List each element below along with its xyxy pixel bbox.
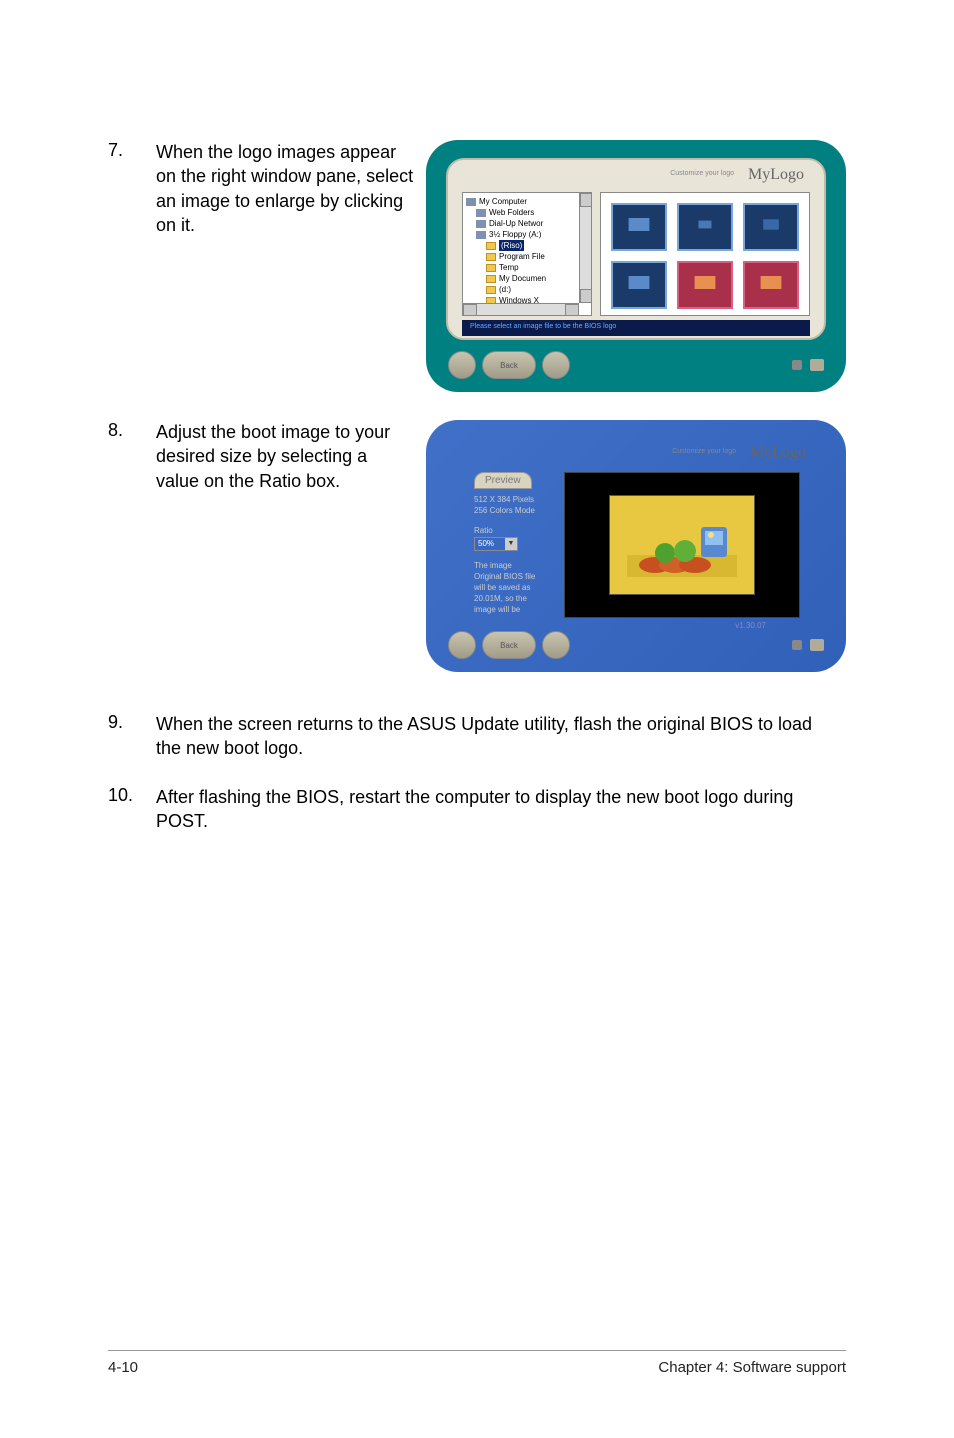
image-thumbnail[interactable] (611, 203, 667, 251)
preview-area (564, 472, 800, 618)
step-8-number: 8. (108, 420, 156, 493)
tree-item-selected[interactable]: (Riso) (499, 240, 524, 251)
app-window: Customize your logo MyLogo My Computer W… (446, 158, 826, 340)
screenshot-preview: Customize your logo MyLogo Preview 512 X… (426, 420, 846, 672)
folder-icon (486, 242, 496, 250)
step-8-row: 8. Adjust the boot image to your desired… (108, 420, 846, 672)
step-7: 7. When the logo images appear on the ri… (108, 140, 426, 237)
folder-icon (476, 220, 486, 228)
preview-tab: Preview (474, 472, 532, 489)
chapter-label: Chapter 4: Software support (658, 1359, 846, 1376)
step-10-number: 10. (108, 785, 156, 834)
image-thumbnail[interactable] (743, 261, 799, 309)
step-10: 10. After flashing the BIOS, restart the… (108, 785, 846, 834)
image-thumbnail[interactable] (677, 261, 733, 309)
tree-scrollbar-vertical[interactable] (579, 193, 591, 303)
step-10-text: After flashing the BIOS, restart the com… (156, 785, 846, 834)
min-button-2[interactable] (792, 640, 802, 650)
back-button-2[interactable]: Back (482, 631, 536, 659)
min-button[interactable] (792, 360, 802, 370)
app-window-2: Customize your logo MyLogo Preview 512 X… (446, 438, 826, 620)
close-button-2[interactable] (810, 639, 824, 651)
bottom-controls-2: Back (448, 626, 824, 664)
dropdown-icon[interactable]: ▼ (505, 538, 517, 550)
tree-scrollbar-horizontal[interactable] (463, 303, 579, 315)
step-7-text: When the logo images appear on the right… (156, 140, 426, 237)
page-number: 4-10 (108, 1359, 138, 1376)
ratio-value: 50% (475, 538, 505, 550)
folder-icon (486, 275, 496, 283)
note-text: The image Original BIOS file will be sav… (474, 560, 535, 615)
tree-item: Temp (499, 262, 519, 273)
thumbnail-panel (600, 192, 810, 316)
nav-button[interactable] (542, 631, 570, 659)
step-9-text: When the screen returns to the ASUS Upda… (156, 712, 846, 761)
close-button[interactable] (810, 359, 824, 371)
screenshot-file-browser: Customize your logo MyLogo My Computer W… (426, 140, 846, 392)
image-thumbnail[interactable] (743, 203, 799, 251)
step-7-row: 7. When the logo images appear on the ri… (108, 140, 846, 392)
ratio-label: Ratio (474, 526, 493, 535)
tree-item: Dial-Up Networ (489, 218, 543, 229)
step-8: 8. Adjust the boot image to your desired… (108, 420, 426, 493)
step-7-number: 7. (108, 140, 156, 237)
resolution-info: 512 X 384 Pixels (474, 494, 534, 505)
folder-icon (486, 264, 496, 272)
step-8-text: Adjust the boot image to your desired si… (156, 420, 426, 493)
color-info: 256 Colors Mode (474, 505, 535, 516)
back-button[interactable]: Back (482, 351, 536, 379)
nav-button[interactable] (448, 351, 476, 379)
image-thumbnail[interactable] (611, 261, 667, 309)
status-bar: Please select an image file to be the BI… (462, 320, 810, 336)
folder-icon (486, 286, 496, 294)
tree-item: My Documen (499, 273, 546, 284)
drive-icon (476, 231, 486, 239)
tree-item: Program File (499, 251, 545, 262)
computer-icon (466, 198, 476, 206)
ratio-select[interactable]: 50% ▼ (474, 537, 518, 551)
app-title-2: MyLogo (750, 444, 806, 462)
tree-item: (d:) (499, 284, 511, 295)
tree-item: Web Folders (489, 207, 534, 218)
preview-image (609, 495, 755, 595)
boot-logo-preview-icon (627, 513, 737, 577)
nav-button[interactable] (448, 631, 476, 659)
tree-root: My Computer (479, 196, 527, 207)
app-subtitle: Customize your logo (670, 170, 734, 177)
folder-icon (476, 209, 486, 217)
step-9-number: 9. (108, 712, 156, 761)
folder-tree-panel[interactable]: My Computer Web Folders Dial-Up Networ 3… (462, 192, 592, 316)
image-thumbnail[interactable] (677, 203, 733, 251)
app-title: MyLogo (748, 166, 804, 184)
step-9: 9. When the screen returns to the ASUS U… (108, 712, 846, 761)
nav-button[interactable] (542, 351, 570, 379)
folder-icon (486, 253, 496, 261)
app-subtitle-2: Customize your logo (672, 448, 736, 455)
tree-item: 3½ Floppy (A:) (489, 229, 541, 240)
bottom-controls: Back (448, 346, 824, 384)
page-footer: 4-10 Chapter 4: Software support (108, 1350, 846, 1376)
